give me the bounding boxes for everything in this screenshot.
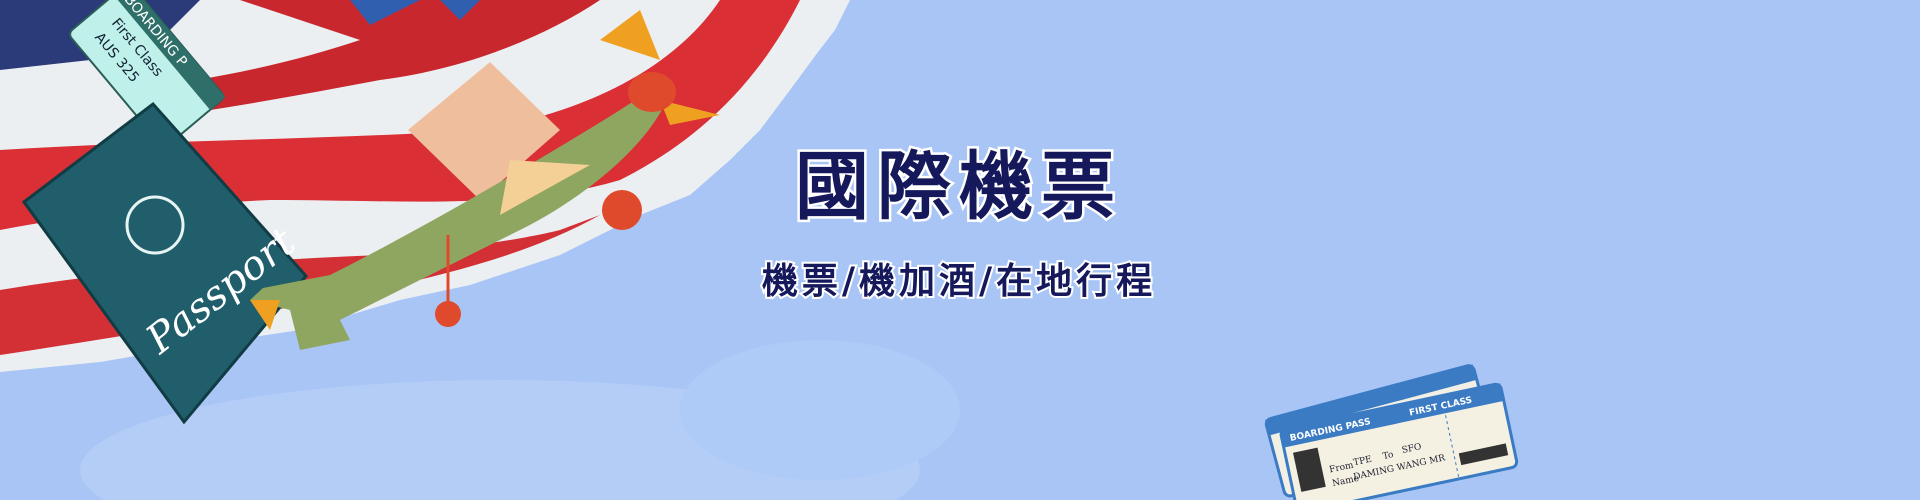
to: SFO	[1401, 442, 1422, 456]
boarding-pass-left: BOARDING P First Class AUS 325	[69, 0, 226, 148]
to-label: To	[1382, 450, 1395, 462]
from: TPE	[1353, 455, 1373, 469]
airplane	[250, 10, 720, 350]
cloud	[680, 340, 960, 480]
subtitle: 機票/機加酒/在地行程	[762, 260, 1156, 302]
title: 國際機票	[795, 144, 1123, 230]
